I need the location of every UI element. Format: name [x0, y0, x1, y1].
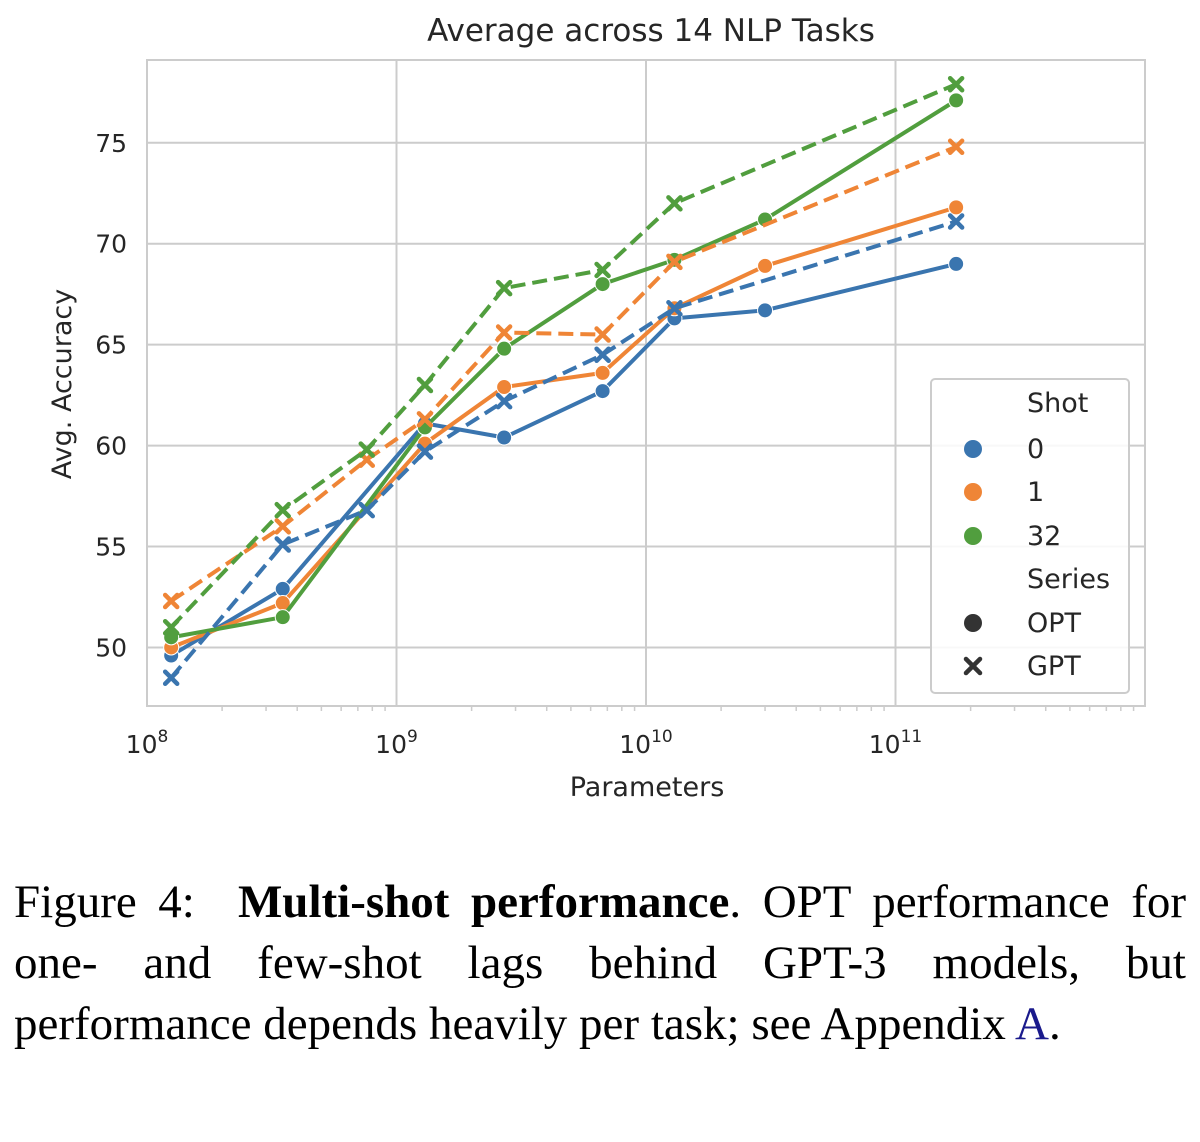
series-opt-0shot	[163, 255, 965, 664]
data-point	[947, 75, 965, 93]
appendix-link[interactable]: A	[1015, 998, 1049, 1050]
series-gpt-1shot	[162, 138, 965, 610]
data-point	[666, 253, 683, 271]
plot-frame	[146, 59, 1146, 707]
legend-dot-shot-32	[964, 527, 982, 545]
legend-series-gpt-label: GPT	[1027, 651, 1081, 682]
caption-end: .	[1049, 998, 1061, 1050]
data-point	[496, 429, 513, 446]
data-point	[274, 609, 291, 626]
legend-series-opt-label: OPT	[1027, 608, 1082, 639]
data-point	[495, 392, 513, 410]
legend-shot-32-label: 32	[1027, 521, 1061, 552]
data-point	[162, 669, 180, 686]
data-point	[274, 518, 291, 535]
legend-box	[930, 378, 1130, 694]
caption-body: . OPT performance for one- and few-shot …	[14, 876, 1187, 1050]
data-point	[666, 300, 683, 317]
data-point	[594, 383, 611, 400]
data-point	[594, 276, 611, 293]
tick-labels: 50 55 60 65 70 75 108 109 1010 1011	[95, 129, 1135, 759]
data-point	[496, 379, 513, 396]
legend: Shot 0 1 32 Series OPT GPT	[930, 378, 1130, 694]
x-tick-label: 1010	[619, 727, 672, 759]
data-point	[594, 346, 611, 363]
caption-figure-number: Figure 4:	[14, 876, 195, 928]
data-point	[416, 443, 434, 460]
data-point	[495, 324, 513, 341]
series-gpt-0shot	[162, 213, 965, 686]
figure-caption: Figure 4: Multi-shot performance. OPT pe…	[14, 872, 1186, 1055]
data-point	[948, 199, 965, 216]
data-point	[594, 326, 611, 343]
legend-shot-title: Shot	[1027, 388, 1088, 419]
series-layer	[162, 75, 965, 686]
legend-dot-shot-1	[964, 483, 982, 501]
y-tick-label: 65	[95, 331, 127, 360]
data-point	[947, 213, 965, 230]
y-tick-label: 70	[95, 230, 127, 259]
data-point	[948, 92, 965, 109]
x-tick-label: 108	[126, 727, 169, 759]
data-point	[358, 441, 376, 458]
legend-shot-0-label: 0	[1027, 434, 1044, 465]
data-point	[162, 592, 180, 610]
data-point	[496, 340, 513, 357]
y-tick-label: 55	[95, 533, 127, 562]
data-point	[358, 501, 376, 519]
data-point	[757, 257, 774, 274]
series-line	[169, 82, 957, 629]
legend-series-title: Series	[1027, 564, 1110, 595]
legend-series-opt: OPT	[964, 608, 1082, 639]
legend-x-marker	[963, 656, 983, 676]
y-tick-label: 75	[95, 129, 127, 158]
data-point	[416, 411, 434, 428]
legend-dot-shot-0	[964, 440, 982, 458]
x-axis-label: Parameters	[570, 772, 725, 803]
series-line	[169, 219, 957, 680]
x-tick-label: 1011	[869, 727, 922, 759]
data-point	[162, 619, 180, 636]
series-opt-32shot	[163, 92, 965, 646]
data-point	[948, 255, 965, 272]
data-point	[594, 261, 611, 279]
caption-bold-title: Multi-shot performance	[237, 876, 730, 928]
legend-shot-1-label: 1	[1027, 477, 1044, 508]
chart: 50 55 60 65 70 75 108 109 1010 1011 Average acros…	[47, 13, 1146, 803]
chart-title: Average across 14 NLP Tasks	[427, 13, 875, 49]
y-tick-label: 50	[95, 633, 127, 662]
legend-series-gpt: GPT	[963, 651, 1081, 682]
y-axis-label: Avg. Accuracy	[47, 289, 78, 479]
data-point	[757, 302, 774, 319]
data-point	[666, 195, 683, 212]
series-line	[170, 98, 958, 640]
data-point	[416, 376, 434, 394]
legend-shot-1: 1	[964, 477, 1044, 508]
series-gpt-32shot	[162, 75, 965, 636]
data-point	[947, 138, 965, 156]
grid-lines	[146, 60, 1145, 706]
x-tick-label: 109	[375, 727, 418, 759]
y-tick-label: 60	[95, 432, 127, 461]
legend-shot-32: 32	[964, 521, 1061, 552]
data-point	[274, 536, 291, 553]
legend-shot-0: 0	[964, 434, 1044, 465]
series-line	[170, 261, 957, 658]
data-point	[495, 279, 513, 297]
data-point	[274, 501, 291, 519]
legend-circle-marker	[964, 614, 982, 632]
data-point	[594, 364, 611, 381]
